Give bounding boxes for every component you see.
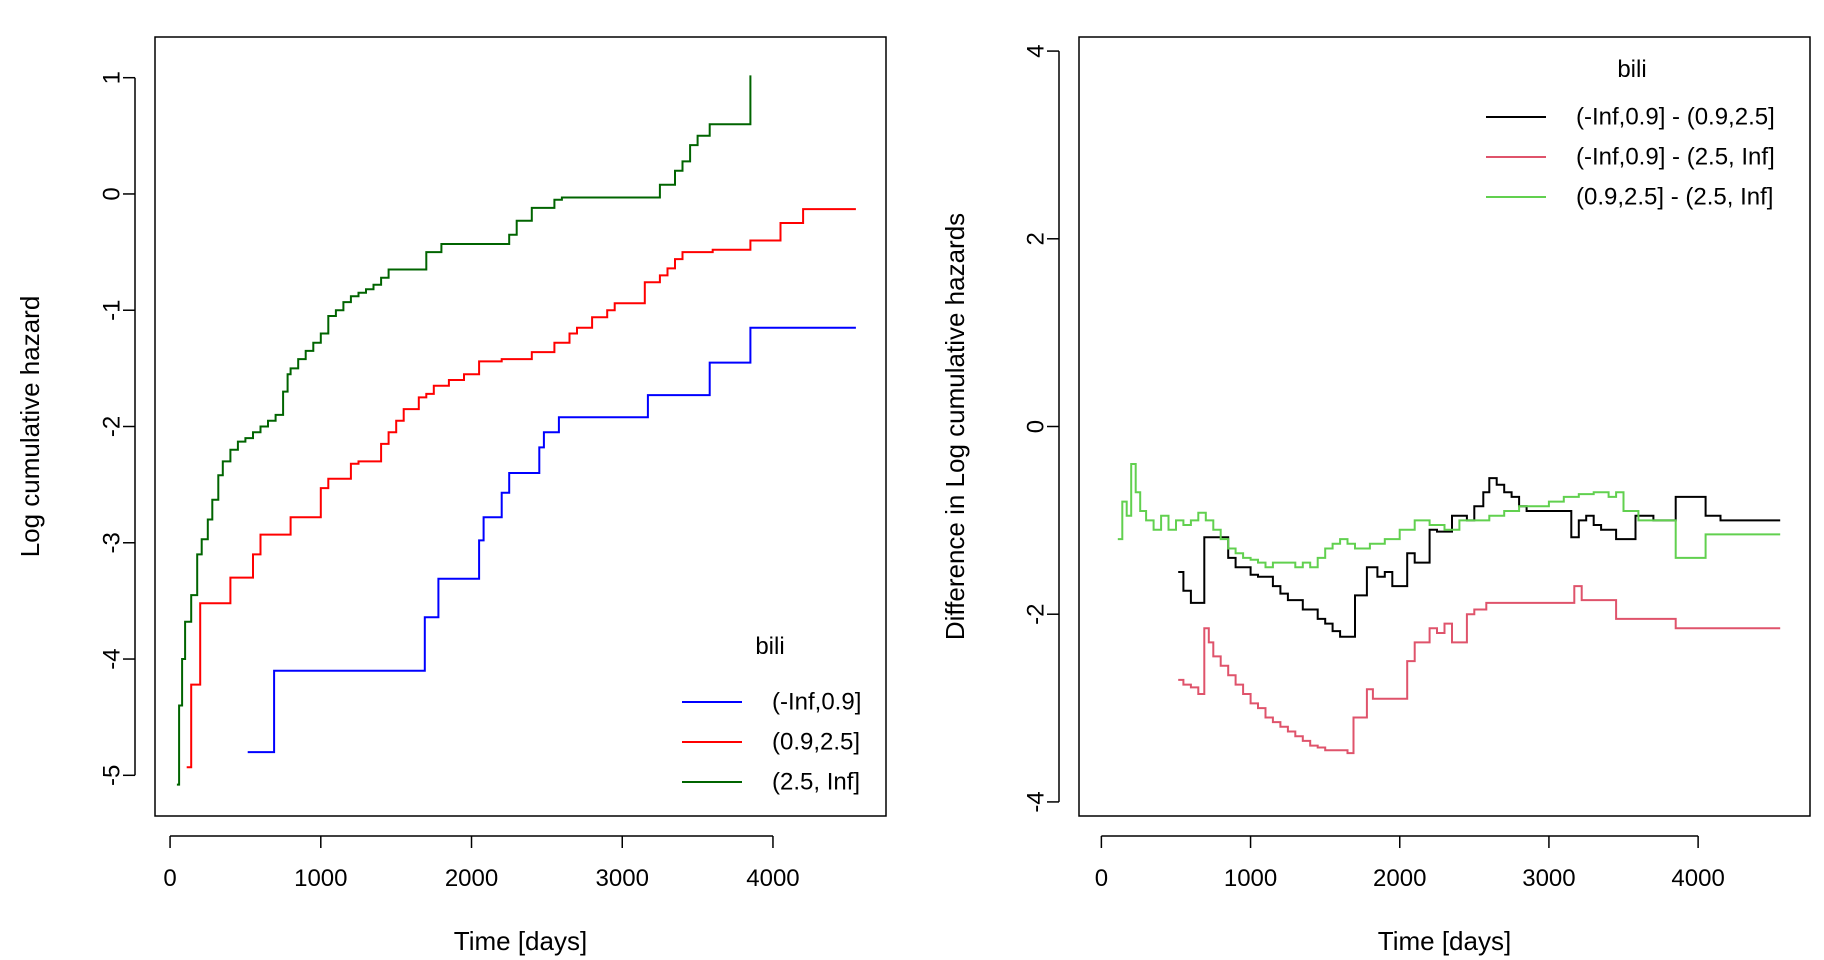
y-tick-label: 0: [1023, 420, 1050, 433]
y-tick-label: -2: [1023, 604, 1050, 625]
x-tick-label: 2000: [445, 865, 498, 892]
y-axis-title: Difference in Log cumulative hazards: [940, 213, 970, 640]
x-tick-label: 4000: [746, 865, 799, 892]
legend-entry: (0.9,2.5]: [772, 729, 860, 756]
x-tick-label: 2000: [1373, 865, 1426, 892]
y-tick-label: 1: [99, 71, 126, 84]
left-panel-log-cumulative-hazard: 0 1000 2000 3000 4000 -5 -4 -3 -2 -1 0 1 Time [days]…: [15, 36, 887, 956]
x-tick-label: 4000: [1671, 865, 1724, 892]
plot-frame: [1078, 36, 1811, 817]
y-tick-label: -4: [1023, 791, 1050, 812]
x-axis-title: Time [days]: [454, 926, 587, 956]
series-line-2-5-inf: [176, 75, 752, 786]
y-tick-label: -3: [99, 532, 126, 553]
y-tick-label: 2: [1023, 232, 1050, 245]
series-line-inf-0-9: [247, 326, 856, 754]
x-tick-label: 3000: [1522, 865, 1575, 892]
legend-entry: (-Inf,0.9] - (2.5, Inf]: [1576, 144, 1775, 171]
x-tick-label: 1000: [1224, 865, 1277, 892]
legend-title: bili: [755, 633, 784, 660]
series-line-inf-0-9-0-9-2-5: [1178, 477, 1781, 638]
legend-entry: (-Inf,0.9] - (0.9,2.5]: [1576, 104, 1775, 131]
y-tick-label: -1: [99, 300, 126, 321]
plot-frame: [154, 36, 887, 817]
x-tick-label: 3000: [596, 865, 649, 892]
x-tick-label: 1000: [294, 865, 347, 892]
y-tick-label: 4: [1023, 44, 1050, 57]
y-tick-label: 0: [99, 187, 126, 200]
y-axis-title: Log cumulative hazard: [15, 296, 45, 558]
legend-entry: (2.5, Inf]: [772, 769, 860, 796]
x-axis-title: Time [days]: [1378, 926, 1511, 956]
series-line-0-9-2-5: [186, 208, 856, 769]
legend-entry: (-Inf,0.9]: [772, 689, 861, 716]
y-tick-label: -2: [99, 416, 126, 437]
right-panel-difference-log-cumulative-hazards: 0 1000 2000 3000 4000 -4 -2 0 2 4 Time [days] Diffe…: [940, 36, 1811, 956]
y-tick-label: -4: [99, 648, 126, 669]
x-tick-label: 0: [163, 865, 176, 892]
legend-entry: (0.9,2.5] - (2.5, Inf]: [1576, 184, 1773, 211]
legend-title: bili: [1617, 56, 1646, 83]
series-line-0-9-2-5-2-5-inf: [1117, 463, 1781, 569]
series-line-inf-0-9-2-5-inf: [1178, 585, 1781, 755]
x-tick-label: 0: [1095, 865, 1108, 892]
y-tick-label: -5: [99, 765, 126, 786]
